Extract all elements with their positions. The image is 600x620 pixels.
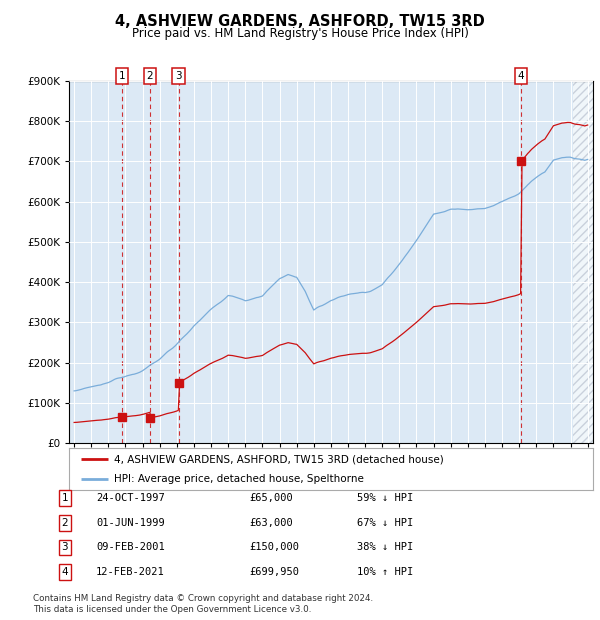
Text: 01-JUN-1999: 01-JUN-1999 xyxy=(96,518,165,528)
Text: £150,000: £150,000 xyxy=(249,542,299,552)
Text: 24-OCT-1997: 24-OCT-1997 xyxy=(96,493,165,503)
Text: 10% ↑ HPI: 10% ↑ HPI xyxy=(357,567,413,577)
Text: 38% ↓ HPI: 38% ↓ HPI xyxy=(357,542,413,552)
Text: 4: 4 xyxy=(518,71,524,81)
Text: 2: 2 xyxy=(146,71,153,81)
Text: 4, ASHVIEW GARDENS, ASHFORD, TW15 3RD (detached house): 4, ASHVIEW GARDENS, ASHFORD, TW15 3RD (d… xyxy=(113,454,443,464)
Text: 3: 3 xyxy=(61,542,68,552)
Text: £699,950: £699,950 xyxy=(249,567,299,577)
Text: 3: 3 xyxy=(175,71,182,81)
Text: 2: 2 xyxy=(61,518,68,528)
Text: Contains HM Land Registry data © Crown copyright and database right 2024.
This d: Contains HM Land Registry data © Crown c… xyxy=(33,595,373,614)
Text: Price paid vs. HM Land Registry's House Price Index (HPI): Price paid vs. HM Land Registry's House … xyxy=(131,27,469,40)
Text: £65,000: £65,000 xyxy=(249,493,293,503)
Text: HPI: Average price, detached house, Spelthorne: HPI: Average price, detached house, Spel… xyxy=(113,474,364,484)
Text: 1: 1 xyxy=(61,493,68,503)
Text: 12-FEB-2021: 12-FEB-2021 xyxy=(96,567,165,577)
Text: 09-FEB-2001: 09-FEB-2001 xyxy=(96,542,165,552)
Text: £63,000: £63,000 xyxy=(249,518,293,528)
Text: 1: 1 xyxy=(119,71,125,81)
Text: 4: 4 xyxy=(61,567,68,577)
Text: 67% ↓ HPI: 67% ↓ HPI xyxy=(357,518,413,528)
Text: 4, ASHVIEW GARDENS, ASHFORD, TW15 3RD: 4, ASHVIEW GARDENS, ASHFORD, TW15 3RD xyxy=(115,14,485,29)
Text: 59% ↓ HPI: 59% ↓ HPI xyxy=(357,493,413,503)
